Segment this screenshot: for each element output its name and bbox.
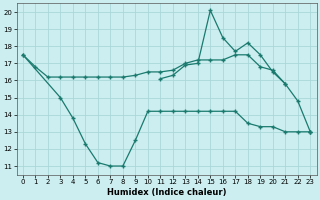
X-axis label: Humidex (Indice chaleur): Humidex (Indice chaleur) <box>107 188 226 197</box>
